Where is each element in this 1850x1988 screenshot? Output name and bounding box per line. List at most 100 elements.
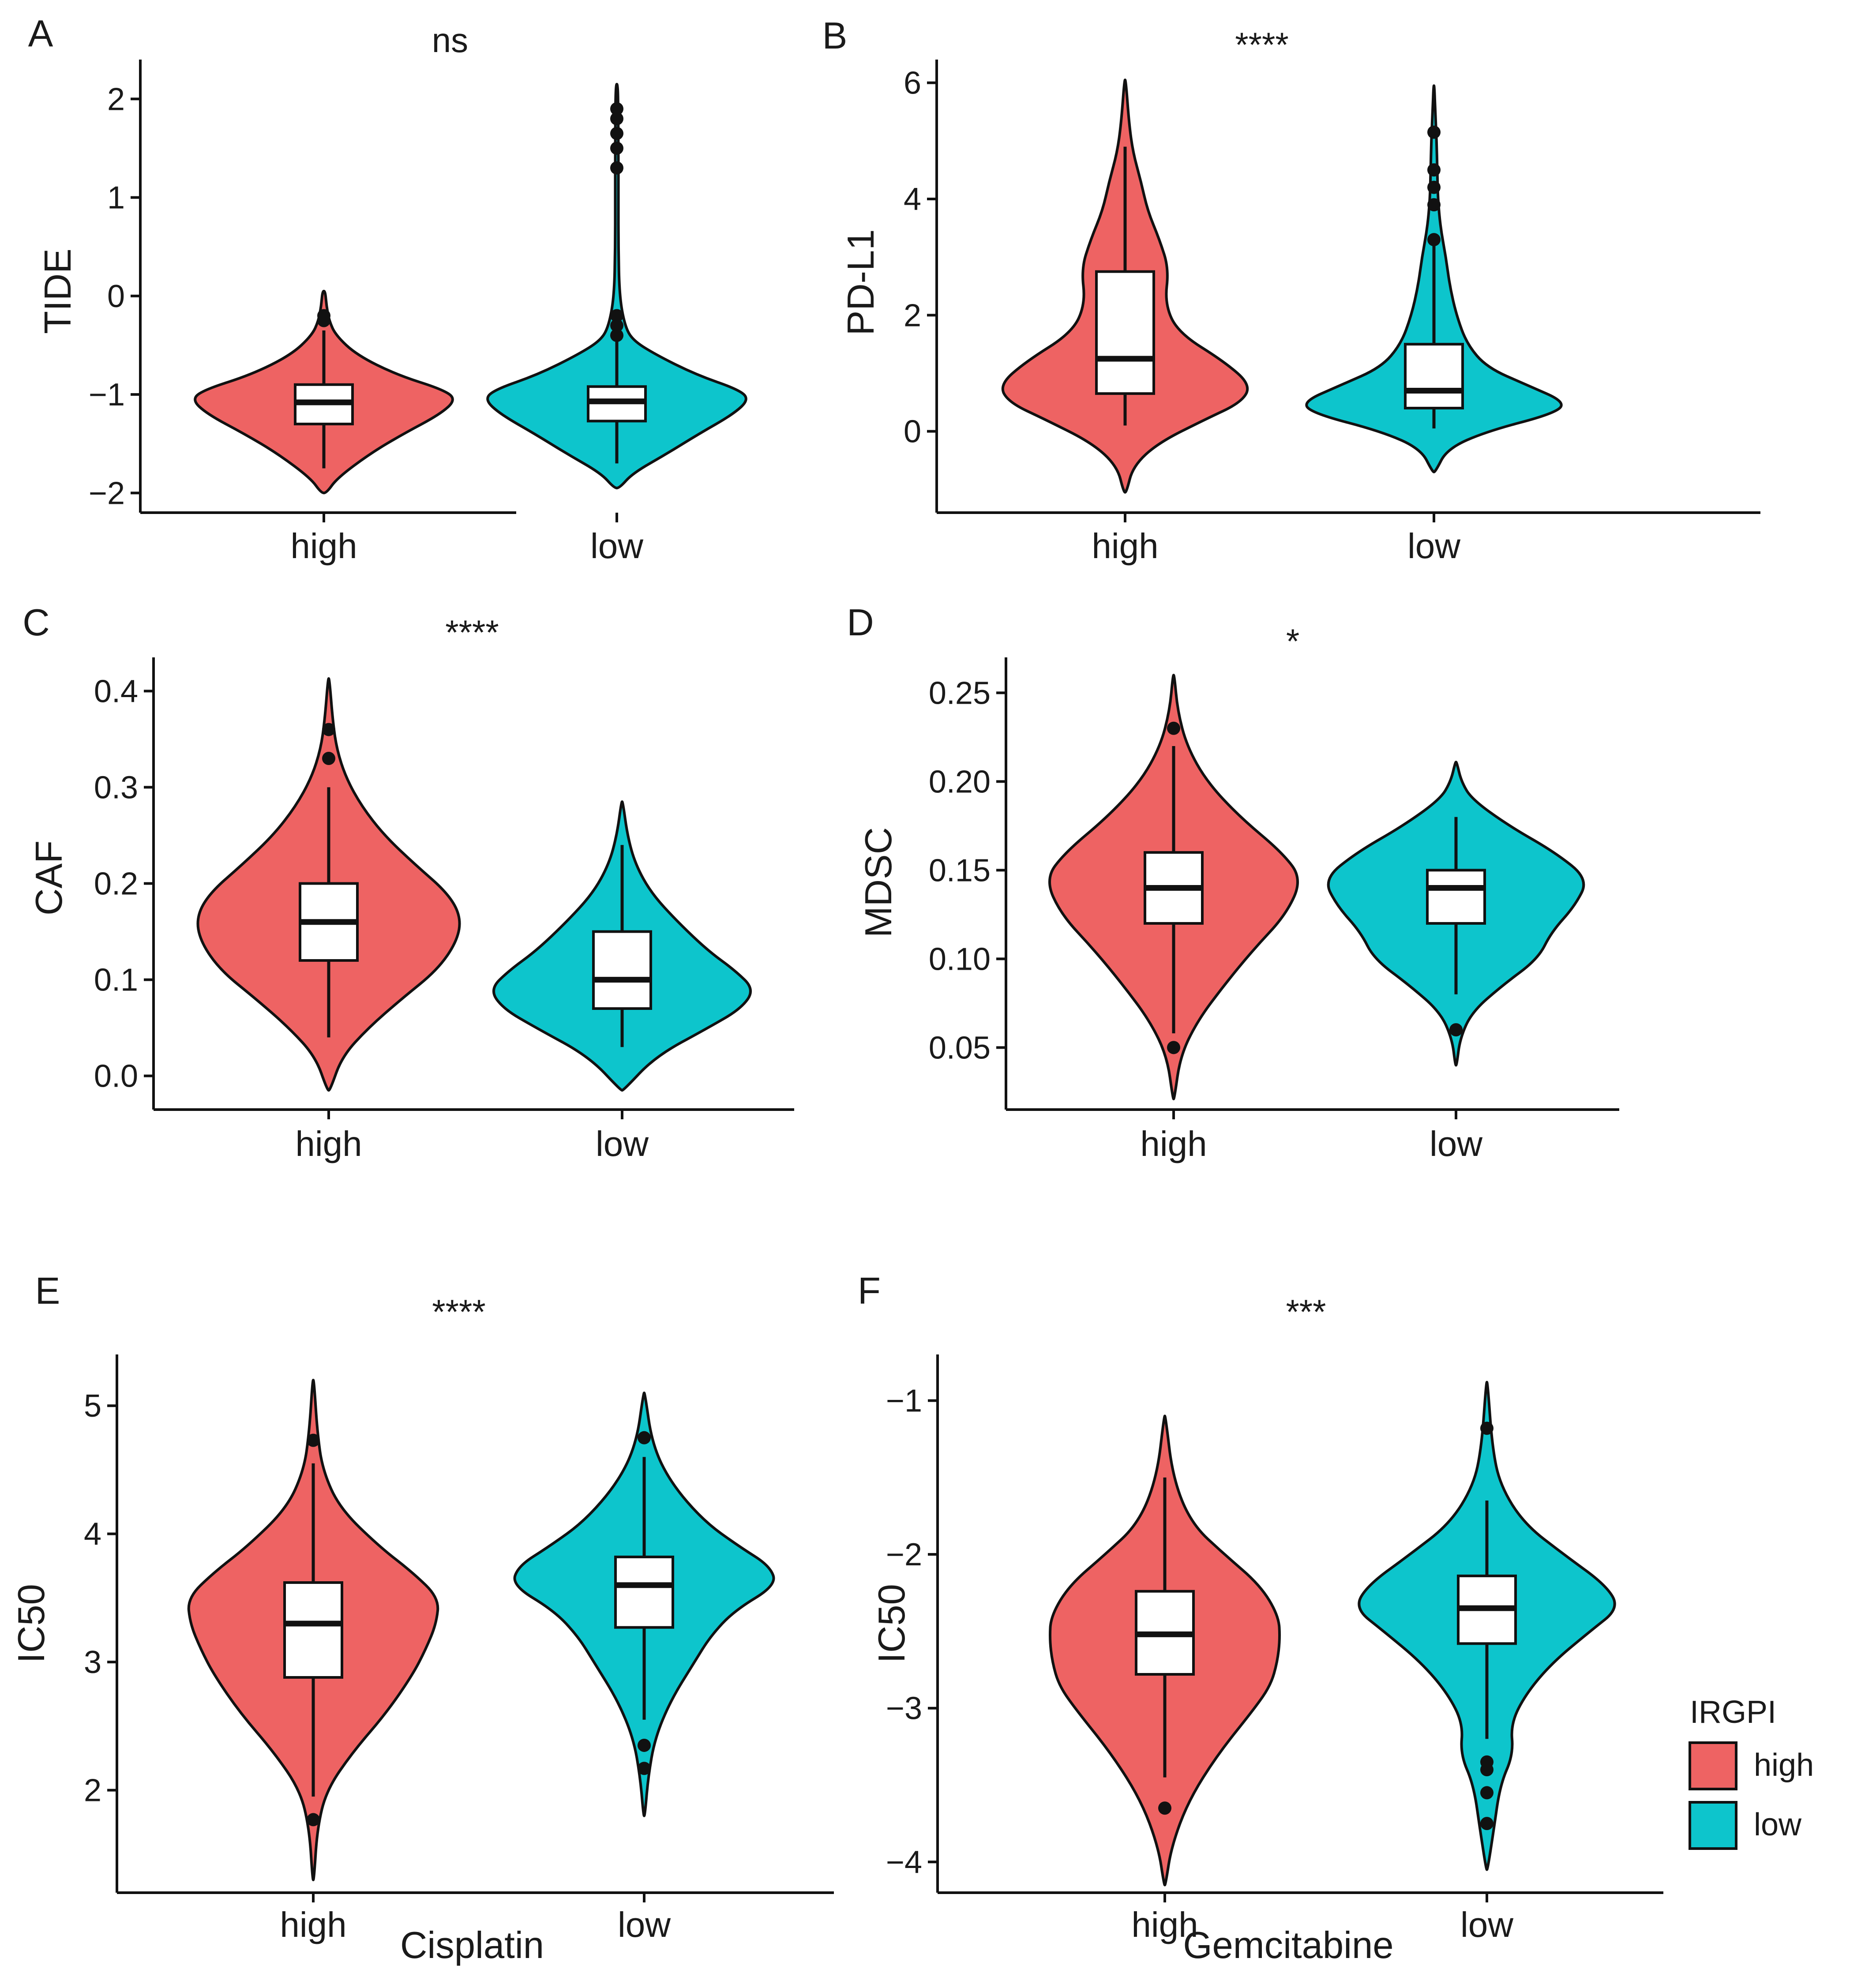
group-low: low bbox=[492, 800, 752, 1163]
group-high: high bbox=[1048, 674, 1299, 1163]
panel-letter: B bbox=[822, 15, 848, 57]
outlier-point bbox=[1480, 1422, 1494, 1435]
y-axis-label: IC50 bbox=[11, 1584, 53, 1663]
x-axis-label: Gemcitabine bbox=[1183, 1924, 1393, 1966]
significance-label: * bbox=[1286, 622, 1299, 660]
y-tick-label: 2 bbox=[107, 82, 125, 117]
outlier-point bbox=[610, 127, 623, 140]
y-tick-label: 0.2 bbox=[94, 866, 138, 902]
box-high bbox=[1095, 270, 1155, 395]
group-low: low bbox=[513, 1392, 775, 1944]
y-tick-label: 0.20 bbox=[929, 764, 991, 799]
box-low bbox=[1426, 869, 1486, 925]
box-high bbox=[283, 1581, 343, 1679]
y-tick-label: −4 bbox=[886, 1845, 922, 1880]
y-axis-label: IC50 bbox=[871, 1584, 913, 1663]
y-axis-label: TIDE bbox=[37, 248, 79, 334]
legend-swatch-low bbox=[1689, 1801, 1737, 1850]
x-tick-label: low bbox=[596, 1124, 649, 1163]
y-tick-label: 0.4 bbox=[94, 674, 138, 709]
outlier-point bbox=[1167, 721, 1180, 735]
group-low: low bbox=[486, 83, 747, 566]
group-low: low bbox=[1327, 761, 1585, 1163]
y-tick-label: 0 bbox=[107, 279, 125, 314]
outlier-point bbox=[610, 309, 623, 323]
panel-c: C **** 0.0 0.1 0.2 0.3 0.4 CAF high low bbox=[23, 602, 794, 1163]
y-tick-label: 0.0 bbox=[94, 1059, 138, 1094]
x-tick-label: low bbox=[1407, 526, 1460, 566]
outlier-point bbox=[1449, 1023, 1463, 1037]
y-tick-label: 0 bbox=[904, 414, 921, 450]
outlier-point bbox=[638, 1738, 651, 1752]
violin-low bbox=[486, 83, 747, 490]
panel-f: F *** −4 −3 −2 −1 IC50 high low Gemcitabine bbox=[858, 1270, 1663, 1966]
legend-label: low bbox=[1754, 1807, 1802, 1842]
x-tick-label: high bbox=[1092, 526, 1158, 566]
y-tick-label: 1 bbox=[107, 180, 125, 216]
y-tick-label: −2 bbox=[886, 1537, 922, 1572]
panel-d: D * 0.05 0.10 0.15 0.20 0.25 MDSC high low bbox=[847, 602, 1619, 1163]
outlier-point bbox=[638, 1762, 651, 1775]
x-tick-label: high bbox=[295, 1124, 362, 1163]
y-tick-label: 3 bbox=[84, 1645, 101, 1680]
outlier-point bbox=[610, 112, 623, 125]
significance-label: *** bbox=[1286, 1292, 1326, 1331]
y-axis-label: MDSC bbox=[858, 827, 900, 938]
x-tick-label: high bbox=[280, 1905, 346, 1944]
outlier-point bbox=[307, 1433, 320, 1447]
outlier-point bbox=[307, 1813, 320, 1827]
outlier-point bbox=[610, 102, 623, 116]
y-tick-label: 0.15 bbox=[929, 853, 991, 888]
outlier-point bbox=[322, 723, 335, 736]
y-axis-label: CAF bbox=[28, 840, 70, 915]
outlier-point bbox=[610, 141, 623, 155]
legend-title: IRGPI bbox=[1690, 1695, 1776, 1730]
significance-label: ns bbox=[432, 21, 468, 60]
outlier-point bbox=[1427, 180, 1441, 194]
outlier-point bbox=[322, 751, 335, 765]
x-tick-label: low bbox=[618, 1905, 671, 1944]
group-high: high bbox=[187, 1379, 439, 1944]
y-tick-label: 2 bbox=[904, 298, 921, 333]
x-tick-label: high bbox=[290, 526, 357, 566]
panel-letter: F bbox=[858, 1270, 881, 1312]
outlier-point bbox=[610, 329, 623, 342]
y-tick-label: −3 bbox=[886, 1691, 922, 1726]
outlier-point bbox=[1480, 1786, 1494, 1800]
box-low bbox=[614, 1555, 674, 1629]
outlier-point bbox=[1167, 1041, 1180, 1054]
legend: IRGPI high low bbox=[1689, 1695, 1814, 1850]
group-low: low bbox=[1358, 1380, 1616, 1944]
y-tick-label: 4 bbox=[84, 1517, 101, 1552]
outlier-point bbox=[1427, 233, 1441, 247]
panel-letter: E bbox=[35, 1270, 60, 1312]
outlier-point bbox=[1158, 1801, 1171, 1815]
outlier-point bbox=[1427, 163, 1441, 177]
y-tick-label: 0.10 bbox=[929, 941, 991, 977]
group-high: high bbox=[1049, 1414, 1281, 1944]
x-tick-label: low bbox=[1460, 1905, 1513, 1944]
y-tick-label: 6 bbox=[904, 66, 921, 101]
panel-letter: C bbox=[23, 602, 49, 644]
x-tick-label: low bbox=[590, 526, 643, 566]
panel-letter: A bbox=[28, 13, 53, 55]
group-low: low bbox=[1305, 84, 1563, 566]
outlier-point bbox=[610, 319, 623, 332]
outlier-point bbox=[1427, 198, 1441, 212]
group-high: high bbox=[196, 677, 461, 1163]
outlier-point bbox=[1480, 1763, 1494, 1777]
y-tick-label: 5 bbox=[84, 1388, 101, 1424]
significance-label: **** bbox=[1235, 25, 1288, 64]
y-tick-label: −2 bbox=[89, 476, 125, 511]
y-tick-label: 0.1 bbox=[94, 963, 138, 998]
panel-b: B **** 0 2 4 6 PD-L1 high low bbox=[822, 15, 1760, 566]
x-axis-label: Cisplatin bbox=[400, 1924, 544, 1966]
x-tick-label: high bbox=[1131, 1905, 1198, 1944]
outlier-point bbox=[317, 314, 330, 327]
y-tick-label: 0.05 bbox=[929, 1030, 991, 1065]
y-tick-label: 4 bbox=[904, 182, 921, 217]
y-axis-label: PD-L1 bbox=[840, 229, 882, 336]
x-tick-label: low bbox=[1430, 1124, 1482, 1163]
outlier-point bbox=[1480, 1817, 1494, 1830]
y-tick-label: 2 bbox=[84, 1773, 101, 1808]
